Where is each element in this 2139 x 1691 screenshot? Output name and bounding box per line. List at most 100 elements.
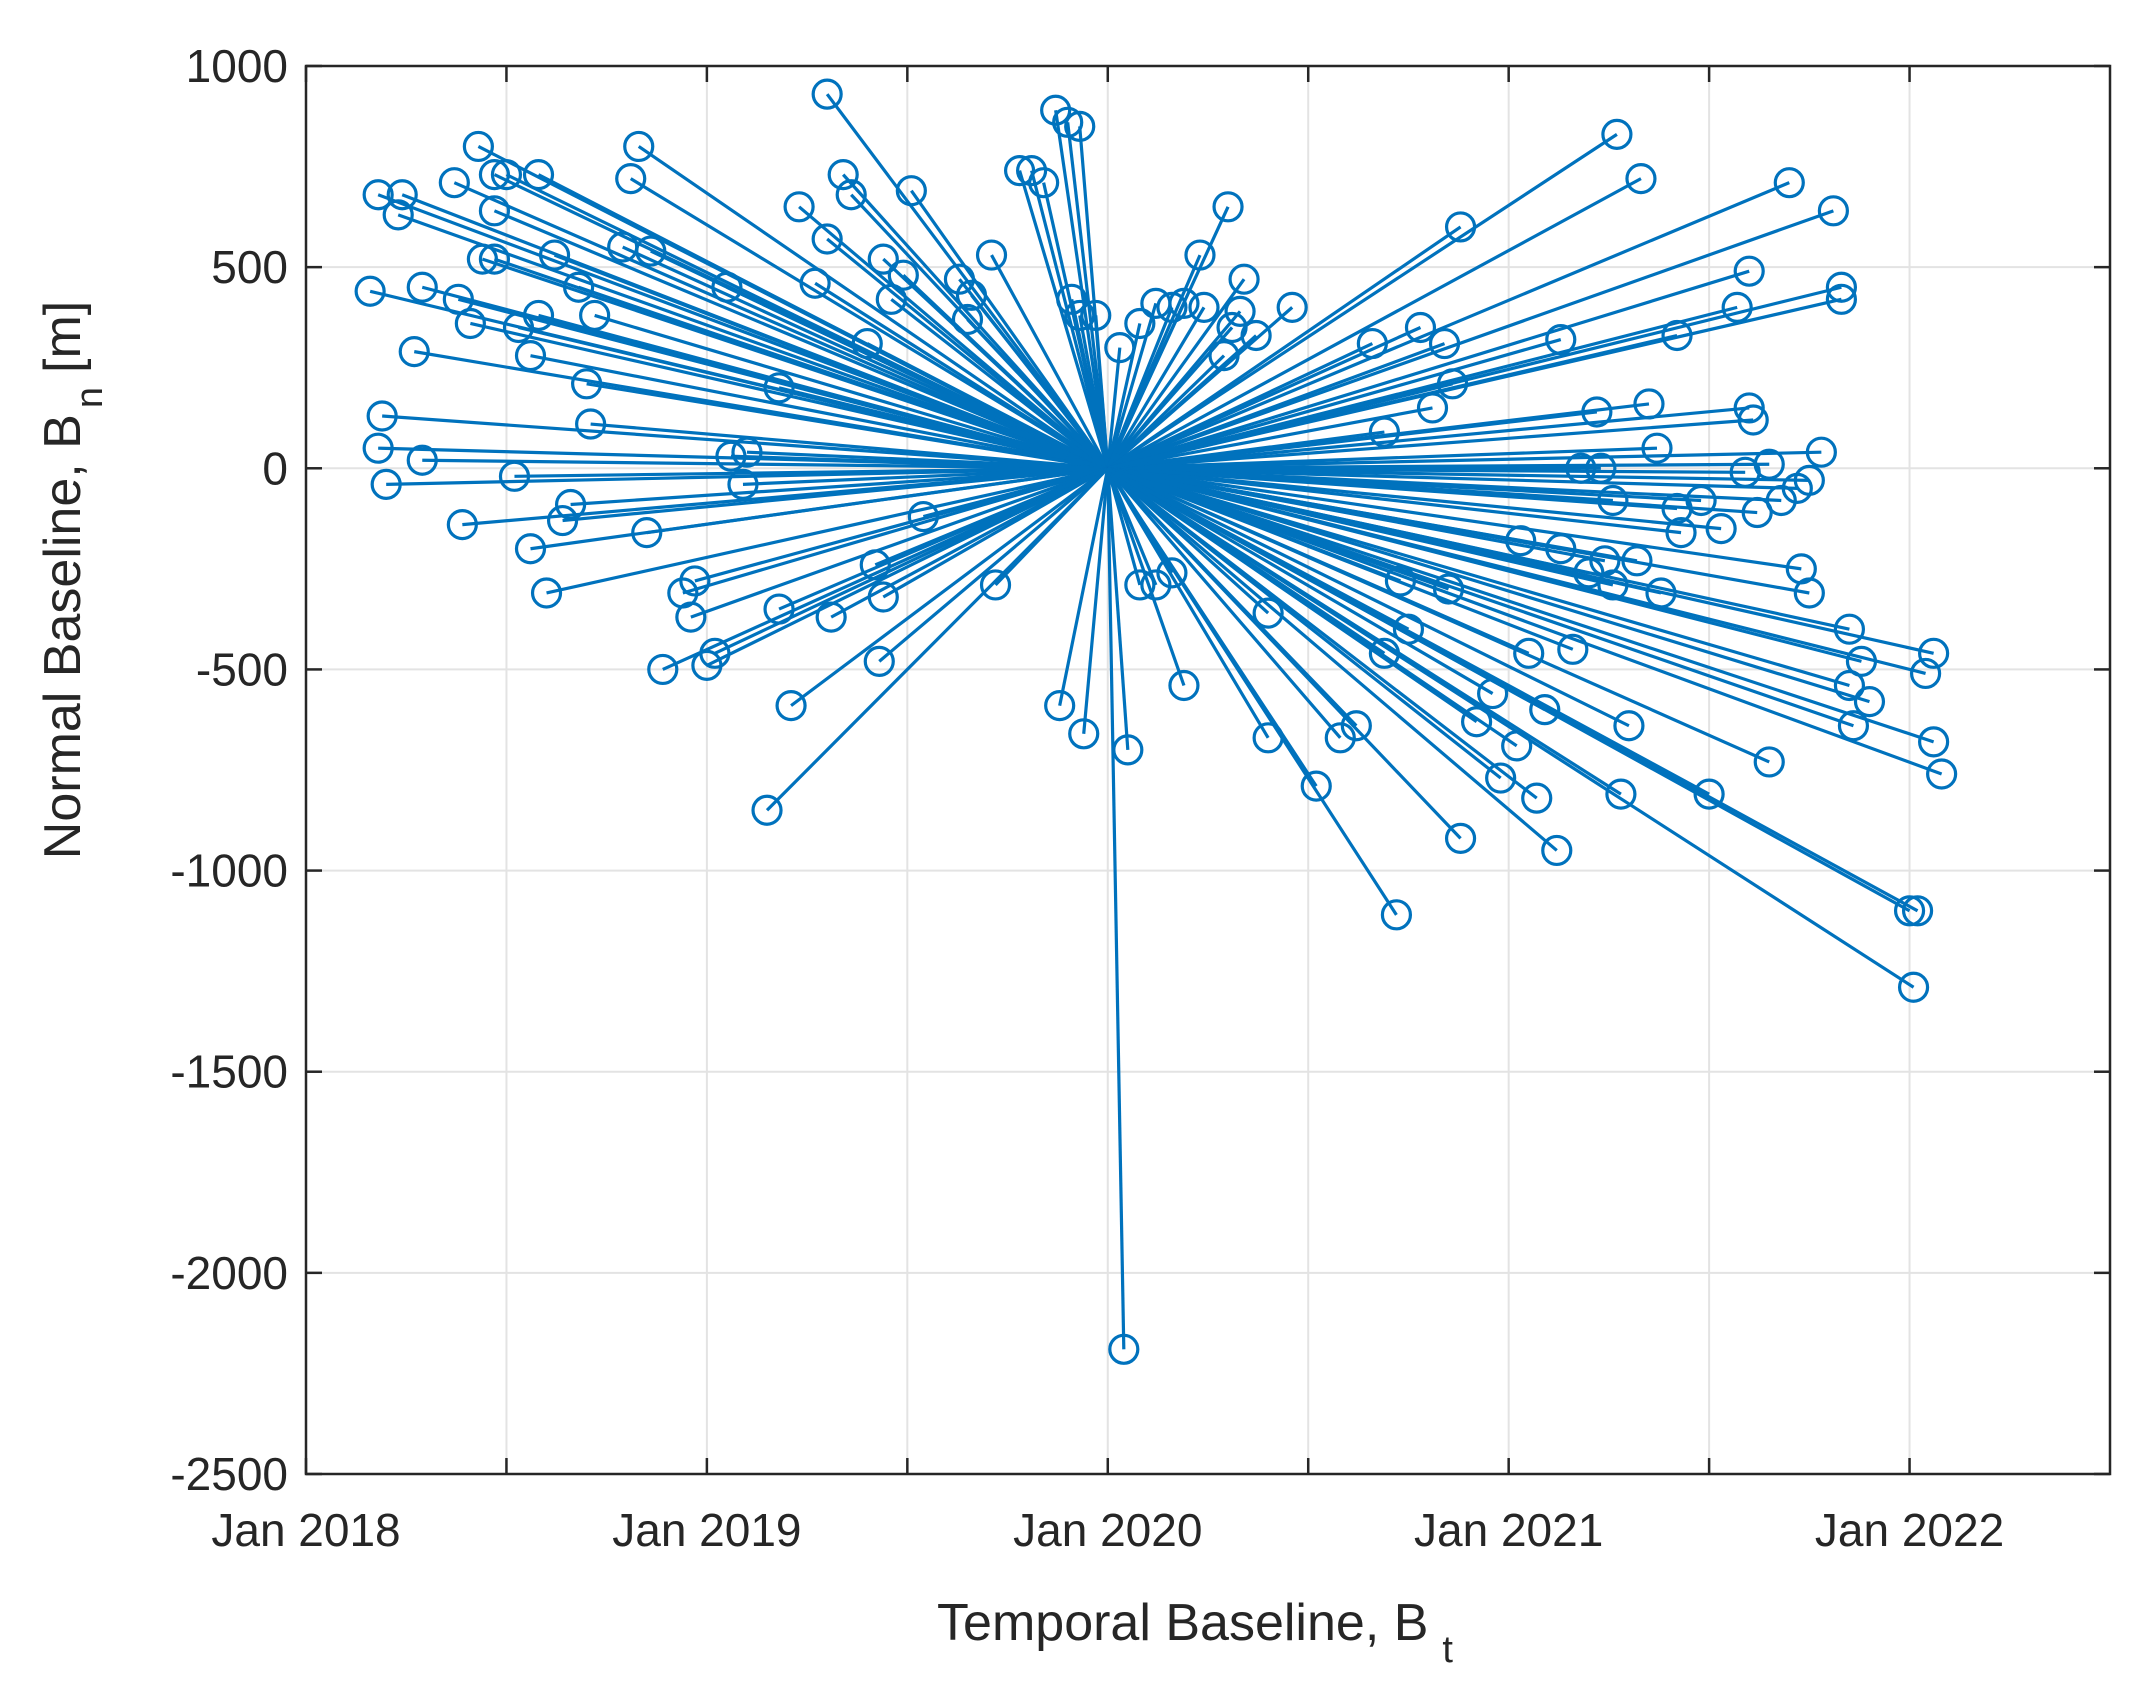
pair-line [1106,468,1130,750]
x-axis-label: Temporal Baseline, B t [937,1594,1453,1671]
pair-line [1106,466,1494,695]
pair-line [553,253,1109,470]
scene-marker [1705,513,1737,545]
scene-marker [1252,597,1284,629]
scene-marker [799,267,831,299]
y-axis-label: Normal Baseline, B n [m] [34,301,111,859]
scene-marker [1224,295,1256,327]
scene-marker [1665,517,1697,549]
pair-line [1107,269,1750,470]
scene-marker [951,303,984,336]
pair-line [1107,209,1834,470]
scene-marker [442,283,474,315]
x-tick-label: Jan 2020 [1013,1504,1202,1556]
scene-marker [514,340,547,372]
x-tick-label: Jan 2022 [1815,1504,2004,1556]
pair-line [538,313,1109,470]
scene-marker [1505,525,1537,557]
scene-marker [1625,163,1657,195]
scene-marker [1853,686,1886,718]
scene-marker [1156,557,1188,589]
pair-line [462,466,1108,527]
scene-marker [623,130,655,163]
pair-line [1106,467,1398,916]
scene-marker [1897,971,1930,1003]
scene-marker [522,299,555,332]
scene-marker [1685,484,1717,517]
pair-line [578,285,1109,470]
pair-line [590,422,1108,470]
pair-line [1106,467,1462,840]
scene-marker [1040,94,1072,126]
scene-marker [1621,545,1653,577]
scene-marker [1545,323,1577,356]
scene-marker [943,263,976,295]
scene-marker [1044,690,1076,722]
pair-line [1107,466,1854,728]
scene-marker [775,690,807,722]
scene-marker [1432,573,1465,605]
scene-marker [1212,191,1244,223]
scene-marker [1112,734,1144,766]
scene-marker [1444,822,1477,854]
scene-marker [711,271,743,303]
scene-marker [1384,565,1417,597]
scene-marker [362,179,394,211]
pair-line [637,145,1109,470]
pair-line [1107,466,1870,704]
scene-marker [1918,637,1950,669]
scene-marker [1404,311,1437,344]
y-axis-label-unit: [m] [34,301,92,373]
pair-line [730,454,1108,470]
scene-marker [1064,299,1096,332]
pair-line [1107,466,1613,503]
pair-line [514,466,1108,478]
pair-line [1107,466,1935,744]
pair-line [1106,467,1538,800]
pair-line [1107,418,1754,470]
pair-line [1106,466,1518,748]
pair-line [546,466,1109,595]
scene-marker [386,179,418,211]
scene-marker [1168,287,1200,319]
scene-marker [1028,167,1060,199]
scene-marker [546,504,579,537]
scene-marker [366,400,398,432]
scene-marker [1845,645,1878,677]
scene-marker [1545,533,1577,565]
scene-marker [398,336,430,368]
x-tick-label: Jan 2021 [1414,1504,1603,1556]
scene-marker [895,175,927,207]
scene-marker [851,327,883,360]
pair-line [765,467,1109,812]
pair-line [1107,466,1934,655]
scene-marker [835,179,867,211]
pair-line [1107,181,1790,470]
pair-line [530,354,1109,470]
scene-marker [563,271,595,303]
scene-marker [1641,432,1673,464]
scene-marker [571,368,603,400]
scene-marker [579,299,611,332]
scene-marker [867,581,899,613]
pair-line [910,189,1110,470]
scene-marker [478,159,511,191]
scene-marker [955,279,988,311]
scene-marker [815,601,847,633]
scene-marker [522,159,555,191]
pair-line [830,466,1109,619]
pair-line [530,466,1108,551]
scene-marker [1444,211,1477,243]
pair-line [1107,466,1770,764]
pair-line [1107,466,1782,503]
scene-marker [635,235,667,267]
scene-marker [1733,255,1765,287]
scene-marker [1428,327,1461,360]
pair-line [778,386,1109,470]
scene-marker [1521,782,1553,814]
scene-marker [1068,718,1100,750]
pair-line [1106,467,1342,739]
scene-marker [1541,834,1573,867]
scene-marker [1356,327,1388,360]
scene-marker [1605,778,1637,810]
